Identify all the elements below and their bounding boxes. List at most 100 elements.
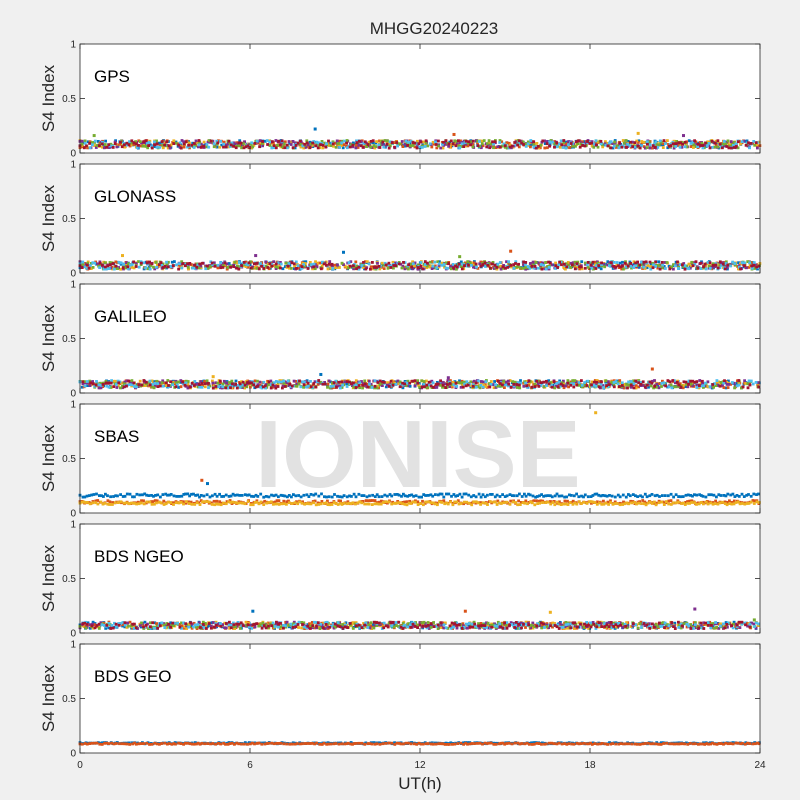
data-point bbox=[358, 386, 362, 390]
data-point bbox=[361, 386, 364, 390]
data-point bbox=[715, 495, 718, 499]
data-point bbox=[141, 144, 145, 148]
data-point bbox=[142, 502, 146, 506]
data-point bbox=[441, 385, 444, 389]
data-point bbox=[545, 140, 549, 143]
data-point bbox=[629, 140, 632, 144]
data-point bbox=[345, 146, 349, 150]
data-point bbox=[726, 492, 730, 496]
data-point bbox=[651, 379, 654, 383]
data-point bbox=[507, 382, 511, 386]
data-point bbox=[361, 383, 364, 387]
data-point bbox=[212, 142, 216, 146]
data-point bbox=[602, 499, 605, 503]
data-point bbox=[604, 501, 608, 505]
data-point bbox=[526, 265, 530, 268]
data-point bbox=[264, 260, 268, 264]
data-point bbox=[629, 385, 633, 389]
data-point bbox=[219, 140, 222, 143]
data-point bbox=[459, 502, 463, 505]
data-point bbox=[617, 146, 621, 150]
data-point bbox=[133, 495, 136, 499]
data-point bbox=[424, 500, 427, 504]
data-point bbox=[431, 381, 435, 385]
data-point bbox=[711, 501, 715, 504]
data-point bbox=[96, 499, 100, 502]
data-point bbox=[736, 146, 740, 150]
data-point bbox=[137, 383, 141, 387]
data-point bbox=[225, 381, 229, 385]
data-point bbox=[104, 627, 108, 630]
data-point bbox=[339, 144, 343, 148]
data-point bbox=[598, 501, 601, 505]
data-point bbox=[479, 146, 483, 150]
data-point bbox=[478, 145, 481, 148]
data-point bbox=[465, 380, 469, 384]
data-point bbox=[709, 501, 713, 505]
data-point bbox=[426, 261, 429, 265]
data-point bbox=[296, 502, 300, 506]
data-point bbox=[91, 261, 95, 265]
x-axis-label: UT(h) bbox=[398, 774, 441, 793]
data-point bbox=[363, 140, 367, 144]
data-point bbox=[304, 145, 308, 149]
data-point bbox=[130, 263, 134, 266]
data-point bbox=[143, 620, 147, 624]
data-point bbox=[246, 381, 249, 384]
data-point bbox=[610, 264, 614, 267]
data-point bbox=[355, 267, 358, 270]
data-point bbox=[526, 502, 529, 506]
data-point bbox=[87, 266, 91, 270]
data-point bbox=[378, 379, 382, 383]
data-point bbox=[323, 141, 327, 145]
data-point bbox=[246, 263, 250, 267]
data-point bbox=[238, 382, 242, 386]
data-point bbox=[153, 499, 157, 502]
data-point bbox=[440, 261, 444, 265]
data-point bbox=[602, 262, 605, 266]
data-point bbox=[393, 493, 397, 496]
data-point bbox=[457, 139, 460, 143]
data-point bbox=[122, 385, 126, 389]
data-point bbox=[155, 622, 158, 625]
data-point bbox=[107, 146, 111, 149]
data-point bbox=[185, 500, 188, 503]
data-point bbox=[293, 264, 296, 268]
y-tick-label: 0.5 bbox=[62, 334, 76, 345]
data-point bbox=[248, 146, 252, 149]
data-point bbox=[169, 621, 173, 625]
data-point bbox=[85, 263, 89, 267]
data-point bbox=[238, 385, 242, 389]
data-point bbox=[420, 385, 424, 389]
data-point bbox=[283, 385, 287, 388]
data-point bbox=[294, 494, 298, 498]
data-point bbox=[479, 501, 483, 504]
data-point bbox=[709, 493, 713, 497]
data-point bbox=[98, 144, 101, 147]
data-point bbox=[357, 267, 361, 271]
data-point bbox=[706, 140, 710, 144]
data-point bbox=[430, 386, 434, 389]
data-point bbox=[645, 266, 649, 270]
data-point bbox=[655, 385, 658, 389]
data-point bbox=[181, 262, 185, 265]
data-point bbox=[498, 495, 502, 498]
data-point bbox=[408, 499, 412, 503]
data-point bbox=[540, 493, 543, 496]
data-point bbox=[119, 142, 122, 146]
data-point bbox=[321, 146, 325, 150]
data-point bbox=[302, 146, 306, 150]
data-point bbox=[489, 266, 492, 270]
data-point bbox=[632, 379, 635, 383]
data-point bbox=[689, 494, 692, 497]
data-point bbox=[311, 141, 315, 145]
data-point bbox=[153, 145, 157, 148]
data-point bbox=[109, 381, 113, 385]
data-point bbox=[370, 386, 374, 389]
data-point bbox=[156, 382, 160, 386]
data-point bbox=[130, 266, 134, 269]
data-point bbox=[618, 495, 622, 499]
data-point bbox=[405, 500, 409, 504]
data-point bbox=[639, 494, 642, 498]
data-point bbox=[602, 502, 606, 506]
